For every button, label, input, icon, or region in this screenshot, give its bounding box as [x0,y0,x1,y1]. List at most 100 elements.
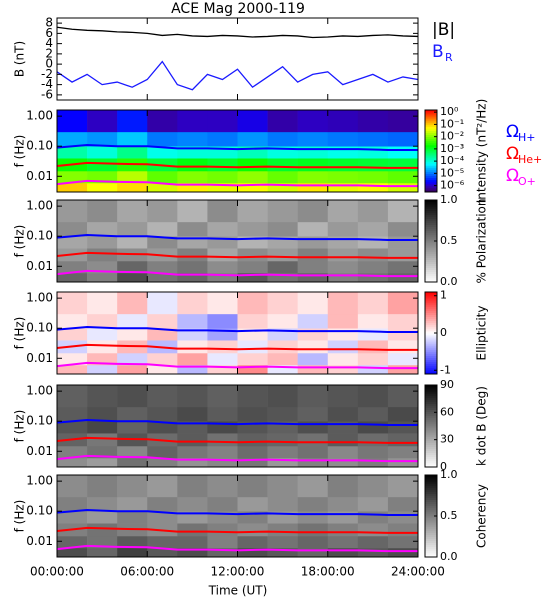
colorbar-swatch [425,183,437,187]
colorbar-swatch [425,255,437,258]
colorbar-swatch [425,365,437,369]
heatmap-cell [147,110,178,133]
heatmap-cell [297,158,329,172]
colorbar-swatch [425,513,437,517]
heatmap-cell [357,131,389,147]
heatmap-cell [207,292,238,315]
colorbar-swatch [425,151,437,154]
colorbar-swatch [425,538,437,541]
legend-subscript: R [445,51,453,64]
heatmap-cell [237,364,268,375]
heatmap-cell [327,445,359,459]
y-tick-label: 1.00 [26,474,53,488]
colorbar-swatch [425,399,437,402]
colorbar-tick-label: 1.0 [440,468,458,481]
colorbar-swatch [425,234,437,238]
colorbar-swatch [425,345,437,348]
heatmap-cell [267,110,298,133]
heatmap-cell [267,496,298,512]
heatmap-cell [357,340,389,354]
colorbar-swatch [425,253,437,256]
colorbar-tick-label: 10⁻² [440,130,464,143]
colorbar-swatch [425,157,437,160]
colorbar-swatch [425,171,437,174]
colorbar-swatch [425,144,437,148]
heatmap-cell [327,158,359,172]
heatmap-cell [357,496,389,512]
colorbar-swatch [425,259,437,262]
heatmap-cell [147,272,178,283]
heatmap-cell [387,313,419,329]
heatmap-cell [297,385,329,408]
colorbar-tick-label: 60 [440,405,454,418]
y-tick-label: 0.01 [26,444,53,458]
colorbar-swatch [425,544,437,548]
colorbar-tick-label: 10⁻¹ [440,117,464,130]
heatmap-cell [207,433,238,447]
heatmap-cell [267,523,298,537]
heatmap-cell [237,200,268,223]
heatmap-cell [237,406,268,422]
heatmap-cell [327,475,359,498]
colorbar-swatch [425,146,437,150]
y-axis-label: f (Hz) [13,410,27,443]
heatmap-cell [297,110,329,133]
heatmap-cell [57,511,88,524]
colorbar-swatch [425,401,437,404]
heatmap-cell [207,535,238,549]
heatmap-cell [207,170,238,184]
y-axis-label: f (Hz) [13,225,27,258]
heatmap-cell [327,131,359,147]
heatmap-cell [237,221,268,237]
heatmap-cell [147,385,178,408]
heatmap-cell [387,475,419,498]
colorbar-swatch [425,548,437,552]
heatmap-cell [147,445,178,459]
colorbar-tick-label: 0.0 [440,275,458,288]
heatmap-cell [177,340,208,354]
colorbar-tick-label: 10⁻³ [440,142,464,155]
y-tick-label: 0.10 [26,139,53,153]
colorbar-swatch [425,446,437,449]
heatmap-cell [87,547,118,558]
heatmap-cell [87,364,118,375]
heatmap-cell [267,313,298,329]
colorbar-swatch [425,438,437,441]
heatmap-cell [237,131,268,147]
heatmap-cell [117,547,148,558]
heatmap-cell [387,328,419,341]
heatmap-cell [57,272,88,283]
colorbar-swatch [425,530,437,533]
heatmap-cell [387,406,419,422]
colorbar-swatch [425,436,437,439]
colorbar-swatch [425,411,437,415]
heatmap-cell [357,433,389,447]
legend-label: Ω [506,144,519,164]
heatmap-cell [237,110,268,133]
legend-subscript: H+ [518,131,536,144]
heatmap-cell [327,433,359,447]
heatmap-cell [357,421,389,434]
heatmap-cell [267,535,298,549]
heatmap-cell [387,421,419,434]
colorbar-swatch [425,310,437,313]
colorbar-swatch [425,363,437,367]
heatmap-cell [147,535,178,549]
heatmap-cell [357,475,389,498]
colorbar-swatch [425,434,437,437]
heatmap-cell [57,535,88,549]
heatmap-cell [237,170,268,184]
heatmap-cell [327,146,359,159]
heatmap-cell [357,364,389,375]
colorbar-swatch [425,232,437,236]
heatmap-cell [87,313,118,329]
heatmap-cell [267,433,298,447]
heatmap-cell [267,272,298,283]
heatmap-cell [117,272,148,283]
heatmap-cell [57,385,88,408]
heatmap-cell [177,445,208,459]
y-tick-label: -6 [41,87,53,101]
heatmap-cell [297,236,329,249]
colorbar-swatch [425,202,437,205]
